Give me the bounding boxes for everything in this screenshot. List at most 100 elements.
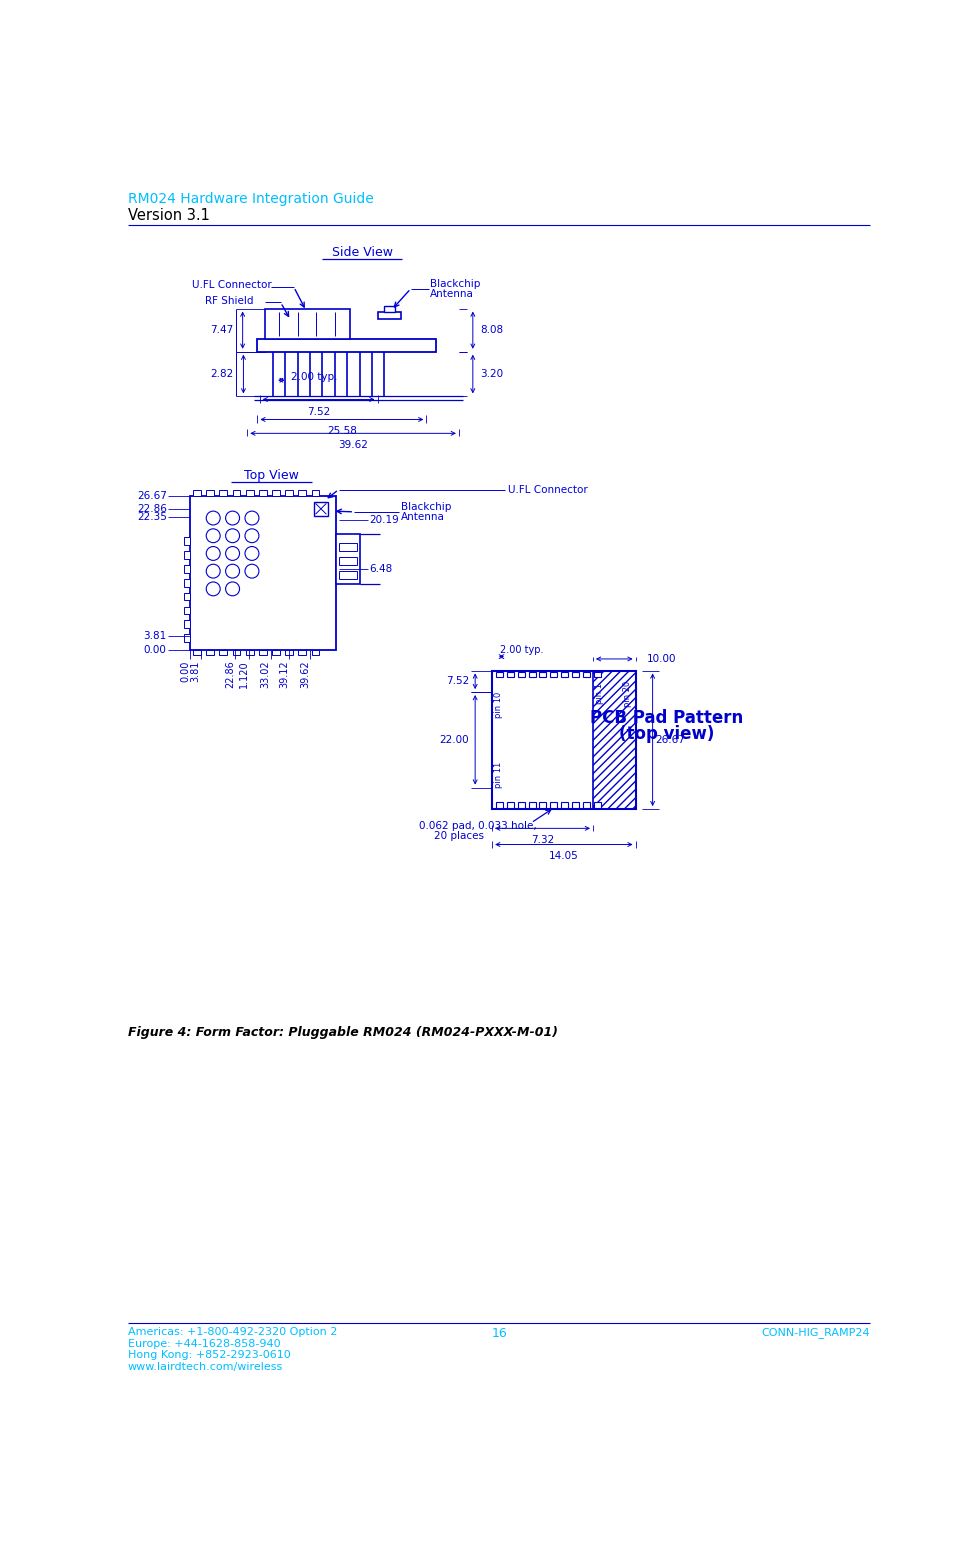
Text: 22.00: 22.00 <box>439 735 468 745</box>
Bar <box>184 565 190 573</box>
Bar <box>540 802 546 808</box>
Text: CONN-HIG_RAMP24: CONN-HIG_RAMP24 <box>762 1327 871 1338</box>
Bar <box>184 538 190 545</box>
Text: 20.19: 20.19 <box>370 516 399 525</box>
Bar <box>582 802 590 808</box>
Bar <box>339 572 357 579</box>
Text: pin 11: pin 11 <box>494 762 503 788</box>
Text: 0.00: 0.00 <box>144 644 167 655</box>
Text: 2.00 typ.: 2.00 typ. <box>500 646 543 655</box>
Text: PCB Pad Pattern: PCB Pad Pattern <box>590 709 743 728</box>
Bar <box>298 650 306 655</box>
Bar <box>219 490 227 496</box>
Text: 7.47: 7.47 <box>210 324 234 335</box>
Text: 0.062 pad, 0.033 hole,: 0.062 pad, 0.033 hole, <box>419 820 537 831</box>
Text: 39.12: 39.12 <box>280 661 289 688</box>
Bar <box>518 672 525 677</box>
Bar <box>312 490 319 496</box>
Bar <box>184 635 190 643</box>
Bar <box>561 802 568 808</box>
Bar <box>259 490 267 496</box>
Text: 25.58: 25.58 <box>327 425 356 436</box>
Text: Figure 4: Form Factor: Pluggable RM024 (RM024-PXXX-M-01): Figure 4: Form Factor: Pluggable RM024 (… <box>128 1026 558 1040</box>
Text: 39.62: 39.62 <box>300 661 310 688</box>
Text: 7.52: 7.52 <box>446 677 468 686</box>
Text: 16: 16 <box>491 1327 507 1341</box>
Bar <box>594 672 601 677</box>
Text: Antenna: Antenna <box>431 289 474 300</box>
Text: Antenna: Antenna <box>400 511 444 522</box>
Bar <box>506 672 514 677</box>
Bar <box>339 544 357 552</box>
Text: Hong Kong: +852-2923-0610: Hong Kong: +852-2923-0610 <box>128 1350 290 1361</box>
Text: 2.82: 2.82 <box>210 369 234 379</box>
Text: 2.00 typ.: 2.00 typ. <box>290 372 337 382</box>
Bar <box>184 552 190 559</box>
Bar <box>550 802 557 808</box>
Text: Side View: Side View <box>331 246 393 258</box>
Text: pin 20: pin 20 <box>623 680 632 706</box>
Bar <box>378 312 400 320</box>
Bar <box>572 802 579 808</box>
Bar <box>594 802 601 808</box>
Text: Europe: +44-1628-858-940: Europe: +44-1628-858-940 <box>128 1340 281 1349</box>
Text: Americas: +1-800-492-2320 Option 2: Americas: +1-800-492-2320 Option 2 <box>128 1327 337 1338</box>
Bar <box>339 558 357 565</box>
Text: 20 places: 20 places <box>434 831 484 840</box>
Text: 22.35: 22.35 <box>136 511 167 522</box>
Bar <box>298 490 306 496</box>
Text: 0.00: 0.00 <box>180 661 190 681</box>
Bar <box>233 490 241 496</box>
Text: 33.02: 33.02 <box>261 661 271 688</box>
Bar <box>285 650 293 655</box>
Bar <box>190 496 336 650</box>
Bar <box>245 490 253 496</box>
Bar <box>593 671 636 810</box>
Bar <box>184 593 190 601</box>
Text: pin 1: pin 1 <box>595 683 604 705</box>
Text: RF Shield: RF Shield <box>206 297 254 306</box>
Bar <box>496 672 503 677</box>
Text: 26.67: 26.67 <box>136 491 167 501</box>
Bar <box>184 607 190 615</box>
Bar <box>245 650 253 655</box>
Text: 3.81: 3.81 <box>191 661 201 681</box>
Text: 6.48: 6.48 <box>370 564 393 573</box>
Bar <box>193 490 201 496</box>
Bar <box>184 579 190 587</box>
Text: 3.81: 3.81 <box>143 630 167 641</box>
Bar <box>259 650 267 655</box>
Text: U.FL Connector: U.FL Connector <box>192 281 271 290</box>
Bar <box>384 306 394 312</box>
Text: Blackchip: Blackchip <box>431 280 480 289</box>
Bar <box>272 650 280 655</box>
Text: 22.86: 22.86 <box>136 504 167 514</box>
Text: 8.08: 8.08 <box>480 324 504 335</box>
Bar <box>312 650 319 655</box>
Text: Top View: Top View <box>244 468 299 482</box>
Text: 14.05: 14.05 <box>548 851 579 861</box>
Text: 39.62: 39.62 <box>338 439 367 450</box>
Text: Blackchip: Blackchip <box>400 502 451 513</box>
Text: 10.00: 10.00 <box>647 654 677 664</box>
Text: www.lairdtech.com/wireless: www.lairdtech.com/wireless <box>128 1363 283 1372</box>
Bar <box>550 672 557 677</box>
Bar <box>492 671 636 810</box>
Text: pin 10: pin 10 <box>494 692 503 718</box>
Text: 7.52: 7.52 <box>307 408 330 417</box>
Bar <box>572 672 579 677</box>
Text: 1.120: 1.120 <box>239 661 248 688</box>
Text: 26.67: 26.67 <box>656 735 686 745</box>
Text: 7.32: 7.32 <box>531 834 554 845</box>
Text: 22.86: 22.86 <box>225 661 235 688</box>
Bar <box>582 672 590 677</box>
Bar <box>540 672 546 677</box>
Bar <box>518 802 525 808</box>
Bar <box>272 490 280 496</box>
Text: U.FL Connector: U.FL Connector <box>507 485 587 494</box>
Bar <box>529 672 536 677</box>
Text: 3.20: 3.20 <box>480 369 504 379</box>
Bar <box>561 672 568 677</box>
Bar <box>506 802 514 808</box>
Bar <box>184 621 190 629</box>
